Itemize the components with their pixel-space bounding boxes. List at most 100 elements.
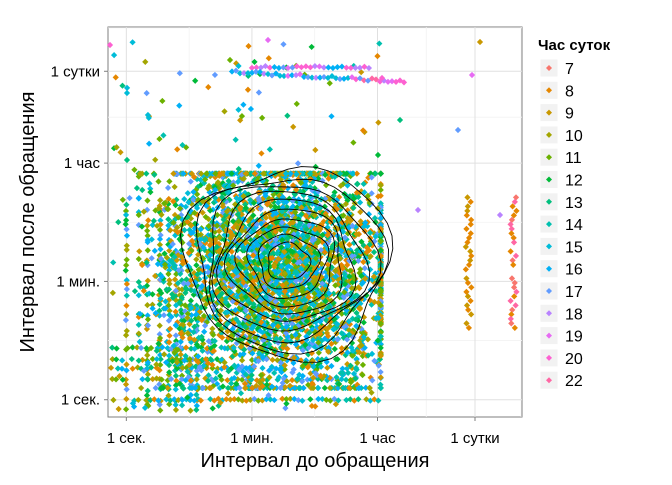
data-point: [201, 328, 208, 335]
data-point: [274, 323, 282, 330]
data-point: [256, 237, 264, 244]
data-point: [507, 315, 514, 322]
data-point: [294, 160, 302, 167]
data-point: [184, 314, 191, 321]
data-point: [290, 314, 297, 321]
data-point: [334, 321, 341, 328]
data-point: [245, 380, 253, 387]
data-point: [305, 209, 313, 216]
y-tick-label: 1 сек.: [61, 392, 100, 409]
data-point: [319, 374, 326, 382]
data-point: [365, 211, 373, 218]
data-point: [232, 309, 239, 317]
data-point: [163, 396, 170, 403]
data-point: [186, 327, 193, 334]
data-point: [143, 90, 150, 97]
data-point: [135, 321, 142, 328]
data-point: [214, 256, 221, 263]
legend-swatch: [546, 377, 552, 384]
data-point: [178, 382, 186, 389]
data-point: [298, 378, 306, 385]
data-point: [324, 219, 331, 226]
data-point: [236, 204, 244, 211]
data-point: [251, 258, 258, 265]
data-point: [342, 278, 350, 285]
data-point: [269, 306, 277, 314]
data-point: [355, 314, 362, 321]
data-point: [280, 72, 288, 80]
data-point: [265, 392, 272, 399]
data-point: [144, 322, 152, 329]
data-point: [378, 74, 386, 82]
data-point: [201, 278, 208, 285]
data-point: [292, 331, 299, 338]
data-point: [345, 318, 352, 325]
data-point: [184, 310, 191, 317]
data-point: [181, 227, 188, 234]
data-point: [237, 288, 244, 296]
data-point: [138, 312, 146, 319]
data-point: [157, 217, 164, 224]
data-point: [267, 245, 275, 252]
data-point: [174, 365, 181, 372]
data-point: [321, 203, 328, 210]
data-point: [198, 317, 205, 324]
data-point: [323, 396, 330, 403]
data-point: [265, 272, 272, 280]
data-point: [364, 77, 372, 84]
data-point: [464, 239, 471, 246]
data-point: [292, 287, 299, 294]
data-point: [377, 231, 384, 238]
data-point: [245, 335, 253, 342]
data-point: [272, 256, 279, 263]
data-point: [218, 365, 225, 372]
data-point: [289, 197, 297, 204]
data-point: [353, 366, 360, 373]
data-point: [325, 304, 333, 311]
data-point: [264, 322, 272, 329]
data-point: [164, 384, 171, 392]
legend-swatch: [546, 354, 552, 361]
data-point: [143, 345, 150, 352]
data-point: [309, 337, 317, 344]
data-point: [377, 381, 384, 388]
data-point: [128, 355, 135, 363]
data-point: [179, 334, 186, 341]
data-point: [302, 270, 309, 277]
data-point: [330, 192, 337, 199]
data-point: [165, 392, 172, 399]
data-point: [511, 198, 518, 205]
data-point: [242, 204, 250, 212]
data-point: [361, 265, 368, 272]
data-point: [465, 306, 472, 313]
data-point: [360, 314, 368, 321]
data-point: [283, 280, 290, 287]
data-point: [340, 323, 347, 330]
data-point: [295, 216, 302, 223]
data-point: [158, 261, 165, 268]
data-point: [191, 397, 198, 404]
data-point: [283, 323, 290, 331]
data-point: [320, 73, 328, 81]
data-point: [259, 364, 266, 372]
data-point: [296, 235, 303, 242]
data-point: [360, 77, 368, 84]
data-point: [312, 74, 320, 81]
data-point: [219, 397, 226, 404]
data-point: [264, 242, 271, 249]
data-point: [508, 216, 516, 223]
data-point: [277, 302, 285, 309]
data-point: [289, 213, 297, 220]
data-point: [289, 203, 297, 210]
data-point: [213, 380, 221, 388]
data-point: [266, 64, 274, 71]
data-point: [184, 280, 192, 287]
data-point: [356, 199, 364, 206]
data-point: [283, 378, 291, 385]
data-point: [268, 295, 275, 302]
data-point: [263, 226, 271, 234]
data-point: [149, 291, 156, 298]
data-point: [310, 170, 317, 177]
data-point: [161, 200, 168, 207]
